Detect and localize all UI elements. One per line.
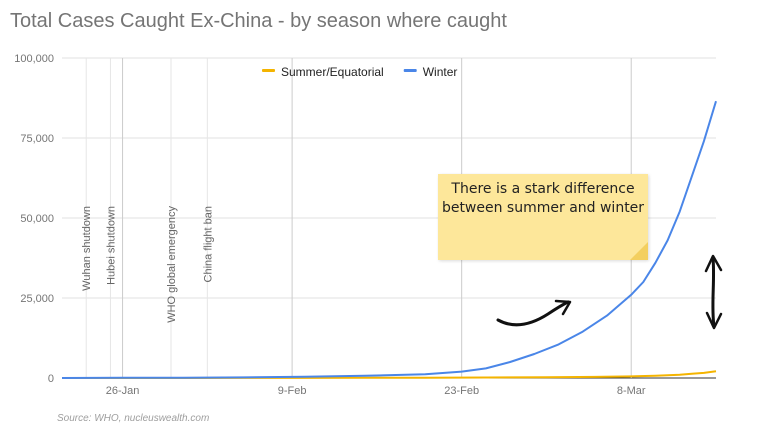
event-lines: Wuhan shutdown Hubei shutdown WHO global e… — [81, 58, 214, 378]
x-tick-label: 26-Jan — [106, 385, 140, 397]
legend-label: Winter — [423, 65, 458, 79]
double-arrow-bottom-head-icon — [705, 311, 723, 330]
legend-swatch — [403, 69, 417, 72]
y-tick-label: 100,000 — [14, 53, 54, 65]
y-tick-label: 25,000 — [20, 293, 54, 305]
legend: Summer/Equatorial Winter — [262, 65, 457, 79]
event-label: China flight ban — [202, 206, 214, 282]
x-tick-label: 9-Feb — [278, 385, 307, 397]
series-lines — [61, 100, 717, 379]
y-axis-ticks: 0 25,000 50,000 75,000 100,000 — [14, 53, 54, 385]
x-tick-label: 8-Mar — [617, 385, 646, 397]
y-tick-label: 50,000 — [20, 213, 54, 225]
event-label: Hubei shutdown — [105, 206, 117, 285]
legend-label: Summer/Equatorial — [281, 65, 384, 79]
annotation-text: There is a stark difference between summ… — [441, 181, 645, 216]
y-tick-label: 75,000 — [20, 133, 54, 145]
event-label: Wuhan shutdown — [81, 206, 93, 291]
chart-title: Total Cases Caught Ex-China - by season … — [10, 10, 507, 32]
note-fold-corner — [630, 242, 648, 260]
hand-drawn-arrows — [496, 254, 723, 330]
annotation-note: There is a stark difference between summ… — [438, 174, 648, 260]
curved-arrow-icon — [496, 300, 570, 327]
x-axis-ticks: 26-Jan 9-Feb 23-Feb 8-Mar — [106, 385, 646, 397]
double-arrow-top-head-icon — [704, 254, 723, 273]
curved-arrow-head-icon — [554, 299, 572, 316]
source-credit: Source: WHO, nucleuswealth.com — [57, 413, 210, 424]
x-tick-label: 23-Feb — [444, 385, 479, 397]
legend-swatch — [262, 69, 275, 72]
series-line — [61, 100, 717, 379]
event-label: WHO global emergency — [166, 206, 178, 323]
double-arrow-icon — [711, 256, 716, 328]
y-tick-label: 0 — [48, 373, 54, 385]
